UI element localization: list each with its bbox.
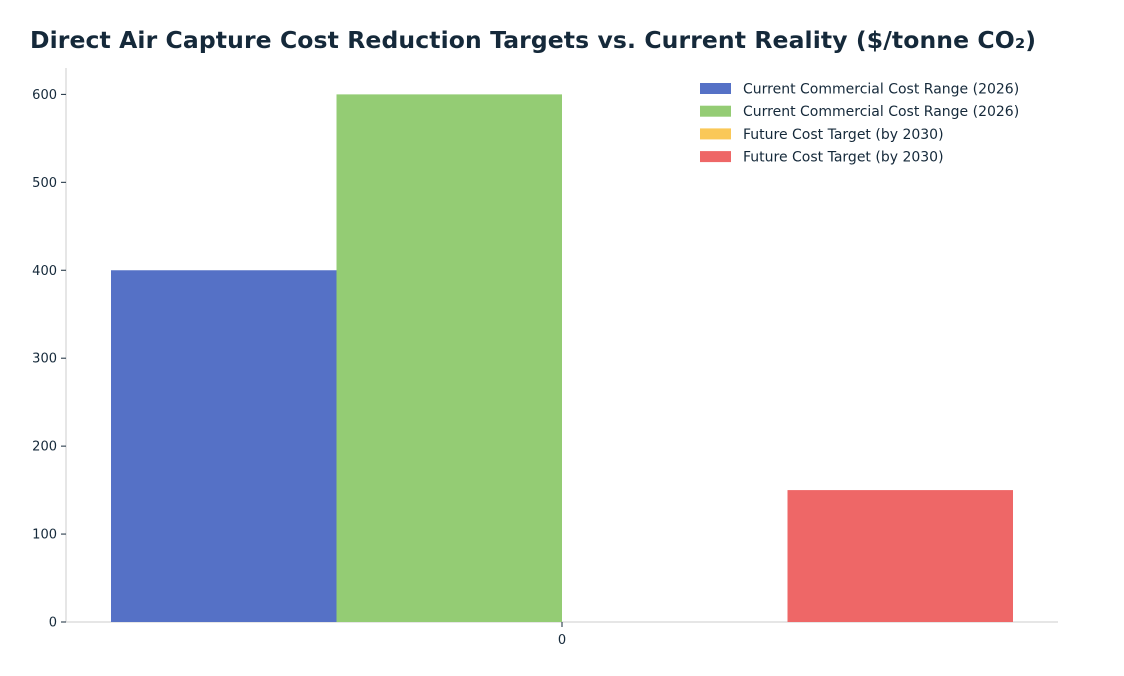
y-tick-label: 600 xyxy=(32,88,57,103)
y-tick-label: 0 xyxy=(49,616,57,631)
y-tick-label: 300 xyxy=(32,352,57,367)
bar-4 xyxy=(787,490,1013,622)
legend-label-3: Future Cost Target (by 2030) xyxy=(743,127,944,143)
legend-label-4: Future Cost Target (by 2030) xyxy=(743,150,944,166)
legend-swatch-4 xyxy=(700,151,731,163)
legend-label-1: Current Commercial Cost Range (2026) xyxy=(743,82,1019,98)
y-tick-label: 500 xyxy=(32,176,57,191)
y-tick-label: 100 xyxy=(32,528,57,543)
legend-swatch-1 xyxy=(700,83,731,94)
y-tick-label: 200 xyxy=(32,440,57,455)
legend-label-2: Current Commercial Cost Range (2026) xyxy=(743,104,1019,120)
y-tick-label: 400 xyxy=(32,264,57,279)
legend-swatch-2 xyxy=(700,105,731,117)
bar-2 xyxy=(336,94,562,622)
x-tick-label: 0 xyxy=(558,633,566,648)
chart-title: Direct Air Capture Cost Reduction Target… xyxy=(30,26,1037,54)
legend-swatch-3 xyxy=(700,128,731,140)
bar-1 xyxy=(111,270,337,622)
